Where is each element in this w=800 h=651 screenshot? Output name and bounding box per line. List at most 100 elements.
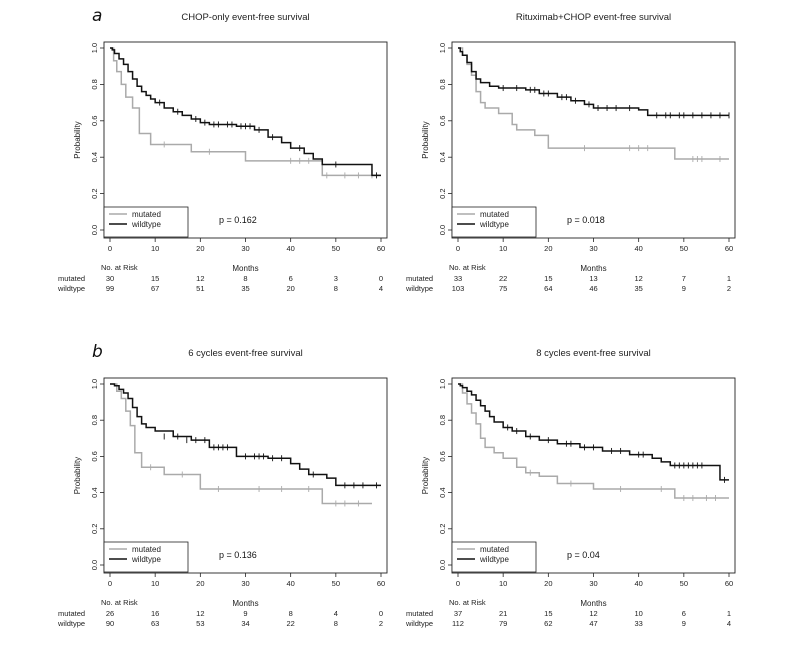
x-axis-label: Months [580,264,606,273]
risk-cell: 3 [334,274,338,283]
y-tick-label: 0.2 [90,188,99,198]
risk-table-header: No. at Risk [101,598,138,607]
x-tick-label: 40 [634,244,642,253]
survival-curve-mutated [458,47,729,160]
y-tick-label: 0.8 [438,415,447,425]
risk-cell: 35 [241,284,249,293]
y-tick-label: 0.6 [438,116,447,126]
legend-box [103,206,189,238]
risk-cell: 33 [454,274,462,283]
risk-cell: 15 [544,274,552,283]
y-tick-label: 0.4 [438,152,447,162]
y-tick-label: 1.0 [438,379,447,389]
risk-cell: 1 [727,609,731,618]
risk-cell: 62 [544,619,552,628]
p-value: p = 0.136 [219,550,257,560]
survival-curve-wildtype [458,383,729,481]
y-tick-label: 0.4 [438,487,447,497]
risk-cell: 16 [151,609,159,618]
risk-cell: 9 [682,619,686,628]
risk-cell: 12 [634,274,642,283]
y-tick-label: 0.4 [90,152,99,162]
risk-cell: 4 [334,609,338,618]
y-tick-label: 0.2 [438,524,447,534]
risk-cell: 15 [544,609,552,618]
x-tick-label: 60 [725,244,733,253]
risk-cell: 2 [727,284,731,293]
risk-cell: 75 [499,284,507,293]
x-axis-label: Months [232,264,258,273]
risk-cell: 9 [682,284,686,293]
chart-title: Rituximab+CHOP event-free survival [516,12,671,23]
chart-panel-3: 6 cycles event-free survival 0.0 0.2 0.4 0.6… [57,348,388,628]
risk-row-label: wildtype [405,284,433,293]
y-tick-label: 0.6 [90,116,99,126]
x-tick-label: 20 [196,579,204,588]
risk-table-header: No. at Risk [101,263,138,272]
y-tick-label: 0.0 [438,560,447,570]
y-axis-label: Probability [421,121,430,158]
x-tick-label: 50 [680,244,688,253]
risk-cell: 37 [454,609,462,618]
y-tick-label: 1.0 [90,379,99,389]
x-tick-label: 40 [286,579,294,588]
y-tick-label: 0.6 [438,451,447,461]
x-tick-label: 30 [241,579,249,588]
x-tick-label: 20 [544,244,552,253]
legend-box [451,541,537,573]
x-axis-label: Months [232,599,258,608]
risk-cell: 15 [151,274,159,283]
legend-label-wildtype: wildtype [479,220,509,229]
risk-table-header: No. at Risk [449,263,486,272]
risk-cell: 1 [727,274,731,283]
risk-cell: 22 [286,619,294,628]
y-axis-label: Probability [73,121,82,158]
risk-cell: 12 [589,609,597,618]
risk-row-label: wildtype [405,619,433,628]
y-tick-label: 0.0 [438,225,447,235]
y-tick-label: 0.8 [438,79,447,89]
x-tick-label: 20 [544,579,552,588]
x-tick-label: 0 [456,579,460,588]
risk-cell: 7 [682,274,686,283]
x-tick-label: 40 [634,579,642,588]
panel-label-b: b [92,342,103,362]
chart-panel-2: Rituximab+CHOP event-free survival 0.0 0.2… [405,12,736,293]
risk-cell: 112 [452,619,464,628]
risk-cell: 46 [589,284,597,293]
legend-label-mutated: mutated [480,545,509,554]
legend-label-mutated: mutated [132,545,161,554]
survival-curve-wildtype [458,47,729,117]
y-axis-label: Probability [73,457,82,494]
survival-curve-mutated [110,47,381,177]
risk-cell: 33 [634,619,642,628]
y-tick-label: 0.2 [438,188,447,198]
risk-cell: 99 [106,284,114,293]
risk-cell: 4 [727,619,731,628]
risk-cell: 90 [106,619,114,628]
chart-title: 6 cycles event-free survival [188,348,303,359]
risk-cell: 63 [151,619,159,628]
risk-cell: 8 [243,274,247,283]
panel-label-a: a [92,6,102,26]
survival-curve-wildtype [110,383,381,487]
risk-cell: 22 [499,274,507,283]
risk-cell: 64 [544,284,552,293]
risk-cell: 30 [106,274,114,283]
x-tick-label: 30 [589,244,597,253]
y-tick-label: 0.8 [90,79,99,89]
legend-label-wildtype: wildtype [131,220,161,229]
x-tick-label: 30 [589,579,597,588]
risk-cell: 0 [379,609,383,618]
charts-group: CHOP-only event-free survival 0.0 0.2 0.4 0.… [57,12,736,628]
risk-cell: 79 [499,619,507,628]
x-tick-label: 10 [499,579,507,588]
y-tick-label: 1.0 [438,43,447,53]
risk-cell: 6 [682,609,686,618]
x-tick-label: 20 [196,244,204,253]
risk-cell: 8 [289,609,293,618]
x-tick-label: 60 [377,244,385,253]
chart-panel-1: CHOP-only event-free survival 0.0 0.2 0.4 0.… [57,12,388,293]
risk-cell: 47 [589,619,597,628]
